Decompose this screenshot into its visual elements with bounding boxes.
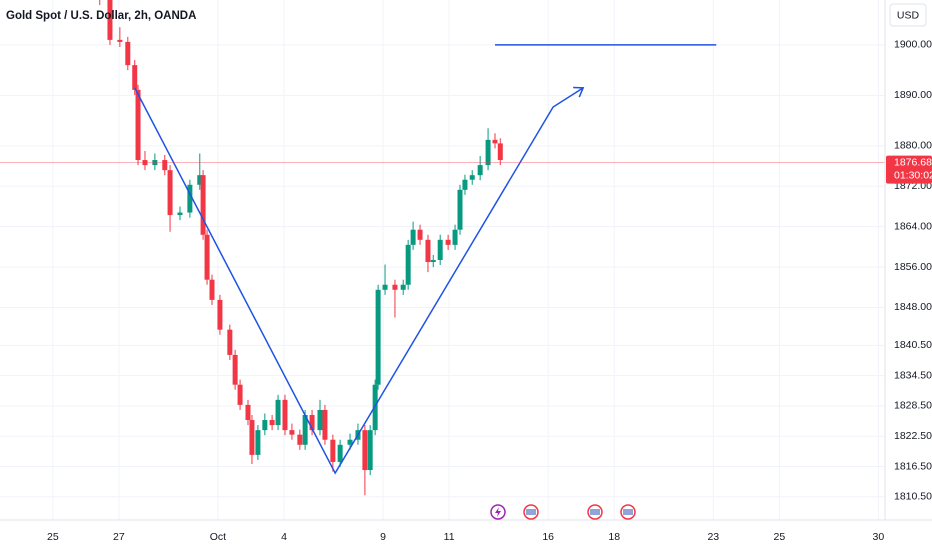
y-tick-label: 1822.500 bbox=[894, 430, 932, 442]
y-tick-label: 1848.000 bbox=[894, 301, 932, 313]
x-tick-label: 9 bbox=[380, 531, 386, 543]
candle-body bbox=[410, 229, 416, 245]
candle-body bbox=[269, 420, 275, 426]
candle-body bbox=[330, 439, 336, 462]
candle-body bbox=[367, 430, 373, 471]
candle-body bbox=[209, 279, 215, 300]
x-tick-label: 18 bbox=[608, 531, 620, 543]
candle-body bbox=[162, 160, 168, 171]
candle-body bbox=[232, 354, 238, 385]
candle-body bbox=[167, 170, 173, 216]
candle-body bbox=[382, 284, 388, 290]
x-tick-label: Oct bbox=[210, 531, 226, 543]
y-tick-label: 1890.000 bbox=[894, 89, 932, 101]
event-icon-glyph bbox=[623, 509, 633, 515]
candle-body bbox=[469, 175, 475, 180]
candle-body bbox=[347, 439, 353, 445]
candle-body bbox=[177, 212, 183, 216]
x-tick-label: 16 bbox=[542, 531, 554, 543]
arrow-head bbox=[573, 86, 585, 98]
candle-body bbox=[430, 260, 436, 263]
candle-body bbox=[245, 404, 251, 421]
y-tick-label: 1840.500 bbox=[894, 339, 932, 351]
last-price-badge bbox=[886, 155, 932, 184]
candle-body bbox=[135, 89, 141, 161]
plot-area bbox=[0, 0, 885, 496]
candle-body bbox=[302, 414, 308, 445]
candle-body bbox=[117, 39, 123, 42]
candle-body bbox=[445, 239, 451, 245]
currency-button[interactable] bbox=[889, 3, 927, 27]
candle-body bbox=[282, 399, 288, 431]
candle-body bbox=[204, 234, 210, 280]
candle-body bbox=[392, 284, 398, 290]
candle-body bbox=[275, 399, 281, 426]
candle-body bbox=[437, 239, 443, 260]
candle-body bbox=[405, 244, 411, 285]
candle-body bbox=[297, 434, 303, 445]
candle-body bbox=[452, 229, 458, 245]
chart-title: Gold Spot / U.S. Dollar, 2h, OANDA bbox=[6, 10, 196, 22]
trend-line bbox=[134, 87, 584, 475]
candle-body bbox=[237, 384, 243, 405]
x-tick-label: 23 bbox=[707, 531, 719, 543]
event-icon-glyph bbox=[526, 509, 536, 515]
grid bbox=[0, 0, 885, 520]
x-tick-label: 25 bbox=[773, 531, 785, 543]
candle-body bbox=[462, 179, 468, 190]
candle-body bbox=[262, 420, 268, 431]
currency-label[interactable]: USD bbox=[897, 9, 920, 21]
event-icons bbox=[490, 504, 636, 520]
candle-body bbox=[492, 139, 498, 144]
y-tick-label: 1856.000 bbox=[894, 261, 932, 273]
candle-body bbox=[372, 384, 378, 431]
candle-body bbox=[417, 229, 423, 240]
candle-body bbox=[132, 65, 138, 90]
x-tick-label: 27 bbox=[113, 531, 125, 543]
candle-body bbox=[425, 239, 431, 263]
countdown-label: 01:30:02 bbox=[894, 169, 932, 181]
y-tick-label: 1864.000 bbox=[894, 220, 932, 232]
candle-body bbox=[375, 289, 381, 385]
x-tick-label: 4 bbox=[281, 531, 287, 543]
candle-body bbox=[337, 444, 343, 462]
event-icon-glyph bbox=[590, 509, 600, 515]
candle-body bbox=[187, 184, 193, 213]
y-tick-label: 1810.500 bbox=[894, 491, 932, 503]
y-tick-label: 1834.500 bbox=[894, 369, 932, 381]
candle-body bbox=[322, 409, 328, 440]
candle-body bbox=[289, 430, 295, 435]
y-tick-label: 1880.000 bbox=[894, 140, 932, 152]
x-tick-label: 11 bbox=[444, 531, 455, 543]
candle-body bbox=[485, 139, 491, 166]
x-tick-label: 30 bbox=[873, 531, 885, 543]
candle-body bbox=[107, 0, 113, 40]
candle-body bbox=[227, 329, 233, 355]
candle-body bbox=[497, 143, 503, 161]
candle-body bbox=[309, 414, 315, 431]
last-price-label: 1876.685 bbox=[894, 156, 932, 168]
candle-body bbox=[457, 189, 463, 230]
candle-body bbox=[362, 430, 368, 471]
candle-body bbox=[477, 165, 483, 176]
event-icon-glyph bbox=[495, 507, 501, 517]
x-tick-label: 25 bbox=[47, 531, 59, 543]
candle-body bbox=[125, 41, 131, 66]
candle-body bbox=[249, 420, 255, 455]
candle-body bbox=[255, 430, 261, 455]
candle-body bbox=[400, 284, 406, 290]
y-tick-label: 1816.500 bbox=[894, 460, 932, 472]
candle-body bbox=[200, 175, 206, 235]
axes: 1900.0001890.0001880.0001872.0001864.000… bbox=[47, 39, 932, 543]
y-tick-label: 1828.500 bbox=[894, 400, 932, 412]
candle-body bbox=[217, 299, 223, 330]
candle-body bbox=[197, 175, 203, 185]
y-tick-label: 1900.000 bbox=[894, 39, 932, 51]
candle-body bbox=[317, 409, 323, 431]
